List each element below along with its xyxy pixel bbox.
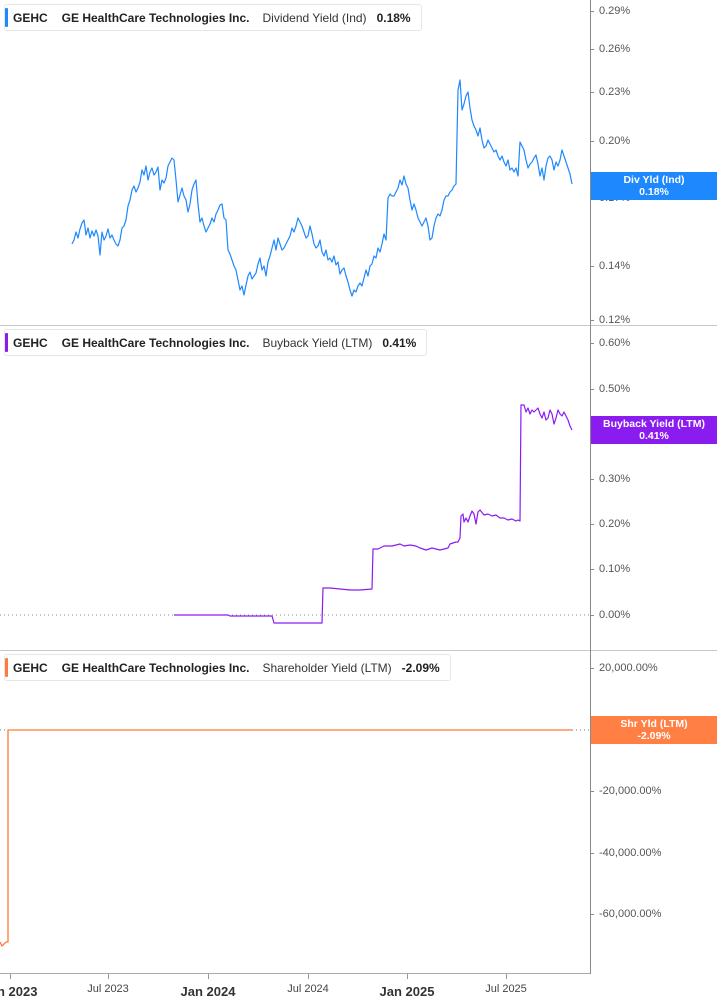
ytick-label: 0.50% xyxy=(599,383,631,395)
xaxis-label: Jan 2023 xyxy=(0,984,38,999)
panel-divider xyxy=(0,325,717,326)
ytick xyxy=(590,92,594,93)
ytick xyxy=(590,141,594,142)
buyback-yield-line xyxy=(174,404,573,624)
shareholder-yield-line xyxy=(0,729,572,947)
ytick xyxy=(590,569,594,570)
buyback-current-value-tag: Buyback Yield (LTM) 0.41% xyxy=(591,416,717,444)
ytick xyxy=(590,524,594,525)
dividend-current-value-tag: Div Yld (Ind) 0.18% xyxy=(591,172,717,200)
buyback-yield-legend[interactable]: GEHC GE HealthCare Technologies Inc. Buy… xyxy=(4,329,428,356)
ytick-label: 0.20% xyxy=(599,518,631,530)
dividend-yield-panel: GEHC GE HealthCare Technologies Inc. Div… xyxy=(0,0,717,325)
legend-value: 0.41% xyxy=(382,335,417,350)
ytick-label: 0.30% xyxy=(599,473,631,485)
legend-metric: Shareholder Yield (LTM) xyxy=(262,660,392,675)
tag-title: Buyback Yield (LTM) xyxy=(603,418,705,430)
dividend-yield-line xyxy=(71,79,573,297)
xtick xyxy=(208,974,209,979)
xtick xyxy=(407,974,408,979)
legend-metric: Dividend Yield (Ind) xyxy=(262,10,367,25)
xaxis-line xyxy=(0,973,591,974)
ytick xyxy=(590,615,594,616)
tag-title: Shr Yld (LTM) xyxy=(620,718,688,730)
legend-company: GE HealthCare Technologies Inc. xyxy=(61,335,250,350)
legend-value: 0.18% xyxy=(376,10,411,25)
ytick-label: 0.20% xyxy=(599,135,631,147)
ytick-label: 0.00% xyxy=(599,609,631,621)
xtick xyxy=(10,974,11,979)
legend-ticker: GEHC xyxy=(13,660,48,675)
legend-ticker: GEHC xyxy=(13,335,48,350)
xaxis-label: Jul 2024 xyxy=(287,983,329,995)
ytick xyxy=(590,49,594,50)
legend-company: GE HealthCare Technologies Inc. xyxy=(61,10,250,25)
series-color-swatch xyxy=(5,658,8,677)
legend-company: GE HealthCare Technologies Inc. xyxy=(61,660,250,675)
ytick-label: 0.12% xyxy=(599,314,631,326)
legend-value: -2.09% xyxy=(401,660,440,675)
ytick-label: 0.14% xyxy=(599,260,631,272)
xaxis-label: Jan 2024 xyxy=(180,984,236,999)
chart-plot-area xyxy=(0,79,591,947)
tag-title: Div Yld (Ind) xyxy=(623,174,685,186)
legend-metric: Buyback Yield (LTM) xyxy=(262,335,373,350)
dividend-yield-legend[interactable]: GEHC GE HealthCare Technologies Inc. Div… xyxy=(4,4,422,31)
tag-value: 0.41% xyxy=(639,430,669,442)
xaxis-label: Jan 2025 xyxy=(379,984,435,999)
ytick-label: 0.29% xyxy=(599,5,631,17)
ytick-label: 0.10% xyxy=(599,563,631,575)
shareholder-current-value-tag: Shr Yld (LTM) -2.09% xyxy=(591,716,717,744)
series-color-swatch xyxy=(5,8,8,27)
legend-ticker: GEHC xyxy=(13,10,48,25)
xtick xyxy=(308,974,309,979)
ytick-label: -20,000.00% xyxy=(599,785,662,797)
ytick xyxy=(590,343,594,344)
panel-divider xyxy=(0,650,717,651)
chart-right-border xyxy=(590,0,591,974)
ytick xyxy=(590,389,594,390)
shareholder-yield-panel: GEHC GE HealthCare Technologies Inc. Sha… xyxy=(0,651,717,974)
ytick-label: -40,000.00% xyxy=(599,847,662,859)
ytick-label: 0.60% xyxy=(599,337,631,349)
buyback-yield-panel: GEHC GE HealthCare Technologies Inc. Buy… xyxy=(0,326,717,650)
ytick-label: -60,000.00% xyxy=(599,908,662,920)
ytick xyxy=(590,11,594,12)
xtick xyxy=(506,974,507,979)
ytick-label: 0.23% xyxy=(599,86,631,98)
ytick-label: 20,000.00% xyxy=(599,662,658,674)
ytick xyxy=(590,266,594,267)
xaxis-label: Jul 2025 xyxy=(485,983,527,995)
tag-value: 0.18% xyxy=(639,186,669,198)
ytick xyxy=(590,914,594,915)
ytick xyxy=(590,320,594,321)
tag-value: -2.09% xyxy=(637,730,671,742)
xaxis-label: Jul 2023 xyxy=(87,983,129,995)
ytick xyxy=(590,479,594,480)
ytick xyxy=(590,853,594,854)
ytick-label: 0.26% xyxy=(599,43,631,55)
xtick xyxy=(108,974,109,979)
ytick xyxy=(590,668,594,669)
shareholder-yield-legend[interactable]: GEHC GE HealthCare Technologies Inc. Sha… xyxy=(4,654,451,681)
series-color-swatch xyxy=(5,333,8,352)
ytick xyxy=(590,791,594,792)
